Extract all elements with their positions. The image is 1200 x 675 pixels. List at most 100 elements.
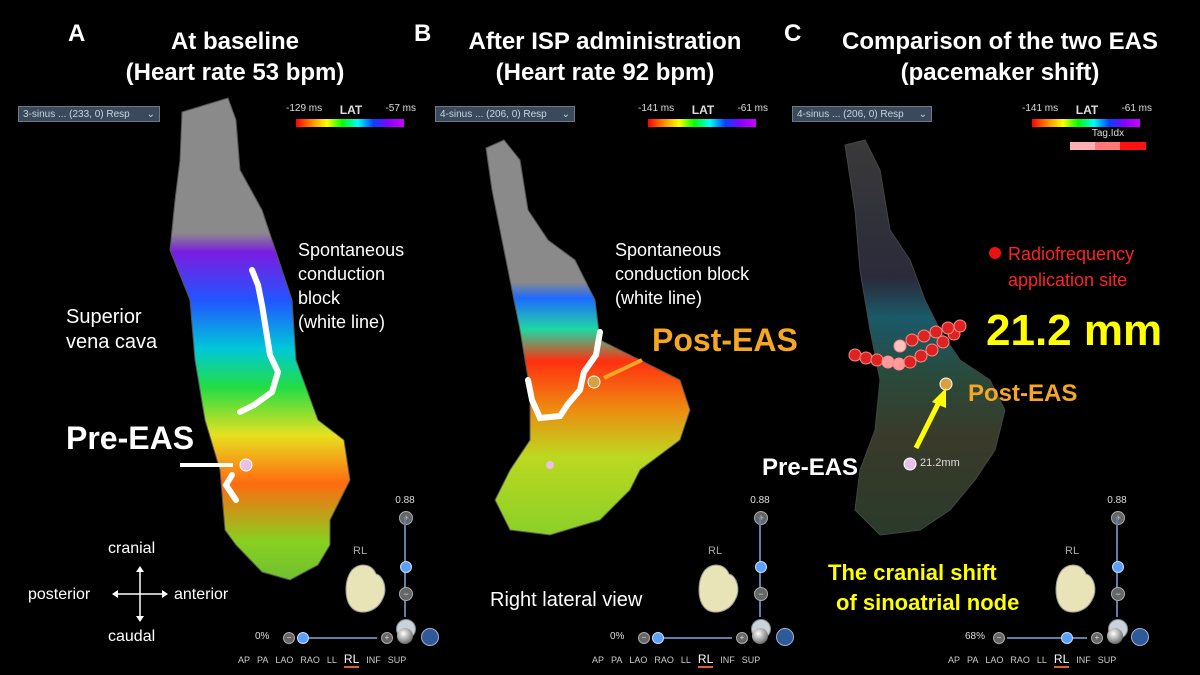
title-line-2: (pacemaker shift) [900,59,1100,86]
chevron-down-icon: ⌄ [146,109,155,120]
lat-gradient [296,119,404,127]
view-pa[interactable]: PA [611,655,623,665]
note-line-1: Spontaneous [298,240,405,260]
view-sup[interactable]: SUP [1097,655,1117,665]
view-pa[interactable]: PA [257,655,269,665]
title-line-1: After ISP administration [468,28,742,55]
pre-eas-marker [239,458,253,472]
minus-icon[interactable]: − [993,632,1005,644]
view-ap[interactable]: AP [592,655,605,665]
view-inf[interactable]: INF [720,655,735,665]
post-eas-arrow [603,358,643,380]
view-lao[interactable]: LAO [985,655,1004,665]
opacity-slider[interactable]: 0.88 + − [1102,495,1132,645]
view-lao[interactable]: LAO [275,655,294,665]
view-buttons: AP PA LAO RAO LL RL INF SUP [238,652,413,668]
slider-track[interactable] [1007,637,1087,639]
conduction-block-note: Spontaneous conduction block (white line… [298,238,404,334]
heart-map-c [844,139,1006,536]
sphere-icon[interactable] [752,628,768,644]
view-inf[interactable]: INF [1076,655,1091,665]
pre-eas-label: Pre-EAS [66,420,195,456]
minus-icon[interactable]: − [754,587,768,601]
view-inf[interactable]: INF [366,655,381,665]
zoom-slider[interactable]: 0% − + [610,626,794,650]
zoom-slider[interactable]: 0% − + [255,626,439,650]
slider-knob[interactable] [652,632,664,644]
slider-knob[interactable] [297,632,309,644]
lat-max: -61 ms [1121,103,1152,114]
slider-knob[interactable] [1112,561,1124,573]
slider-knob[interactable] [400,561,412,573]
view-rl[interactable]: RL [1053,652,1070,668]
rf-legend-label: Radiofrequency application site [1008,241,1134,293]
minus-icon[interactable]: − [1111,587,1125,601]
minus-icon[interactable]: − [638,632,650,644]
dropdown-value: 3-sinus ... (233, 0) Resp [23,109,130,120]
view-caption: Right lateral view [490,589,643,611]
panel-a: A At baseline (Heart rate 53 bpm) 3-sinu… [0,0,439,675]
plus-icon[interactable]: + [736,632,748,644]
panel-letter: A [68,20,86,47]
view-sup[interactable]: SUP [741,655,761,665]
conduction-block-line [237,267,282,415]
slider-knob[interactable] [755,561,767,573]
map-select-dropdown[interactable]: 4-sinus ... (206, 0) Resp ⌄ [792,106,932,122]
view-rl[interactable]: RL [343,652,360,668]
dropdown-value: 4-sinus ... (206, 0) Resp [440,109,547,120]
panel-title: At baseline (Heart rate 53 bpm) [85,26,385,88]
orientation-label: RL [353,545,368,557]
post-eas-marker [587,375,601,389]
view-rao[interactable]: RAO [1010,655,1030,665]
slider-knob[interactable] [1061,632,1073,644]
view-ll[interactable]: LL [326,655,337,665]
zoom-slider[interactable]: 68% − + [965,626,1149,650]
lat-colorbar: -141 ms LAT -61 ms [1022,103,1152,129]
panel-title: After ISP administration (Heart rate 92 … [445,26,765,88]
title-line-2: (Heart rate 92 bpm) [495,59,715,86]
title-line-1: Comparison of the two EAS [841,28,1158,55]
lat-min: -141 ms [638,103,675,114]
plus-icon[interactable]: + [381,632,393,644]
slider-track[interactable] [652,637,732,639]
view-reset-icon[interactable] [1131,628,1149,646]
view-reset-icon[interactable] [421,628,439,646]
heart-map-a [169,97,351,581]
orientation-compass: cranial posterior anterior caudal [28,540,248,650]
view-rl[interactable]: RL [697,652,714,668]
post-eas-label: Post-EAS [652,322,798,358]
view-ll[interactable]: LL [680,655,691,665]
view-ap[interactable]: AP [948,655,961,665]
view-ap[interactable]: AP [238,655,251,665]
distance-small-label: 21.2mm [920,457,960,469]
compass-arrows-icon [112,566,168,622]
view-lao[interactable]: LAO [629,655,648,665]
compass-up-label: cranial [108,540,156,557]
map-select-dropdown[interactable]: 3-sinus ... (233, 0) Resp ⌄ [18,106,160,122]
slider-track[interactable] [297,637,377,639]
plus-icon[interactable]: + [754,511,768,525]
minus-icon[interactable]: − [283,632,295,644]
rf-legend-dot [989,247,1001,259]
pre-eas-marker [903,457,917,471]
tag-index-legend: Tag.Idx [1070,128,1146,150]
view-sup[interactable]: SUP [387,655,407,665]
slider-value: 0.88 [395,495,415,506]
plus-icon[interactable]: + [1111,511,1125,525]
view-reset-icon[interactable] [776,628,794,646]
map-select-dropdown[interactable]: 4-sinus ... (206, 0) Resp ⌄ [435,106,575,122]
opacity-slider[interactable]: 0.88 + − [390,495,420,645]
view-pa[interactable]: PA [967,655,979,665]
view-rao[interactable]: RAO [654,655,674,665]
panel-letter: C [784,20,802,47]
minus-icon[interactable]: − [399,587,413,601]
view-ll[interactable]: LL [1036,655,1047,665]
shift-line-2: of sinoatrial node [836,590,1020,615]
compass-left-label: posterior [28,586,91,603]
lat-gradient [1032,119,1140,127]
opacity-slider[interactable]: 0.88 + − [745,495,775,645]
sphere-icon[interactable] [397,628,413,644]
sphere-icon[interactable] [1107,628,1123,644]
view-rao[interactable]: RAO [300,655,320,665]
plus-icon[interactable]: + [1091,632,1103,644]
